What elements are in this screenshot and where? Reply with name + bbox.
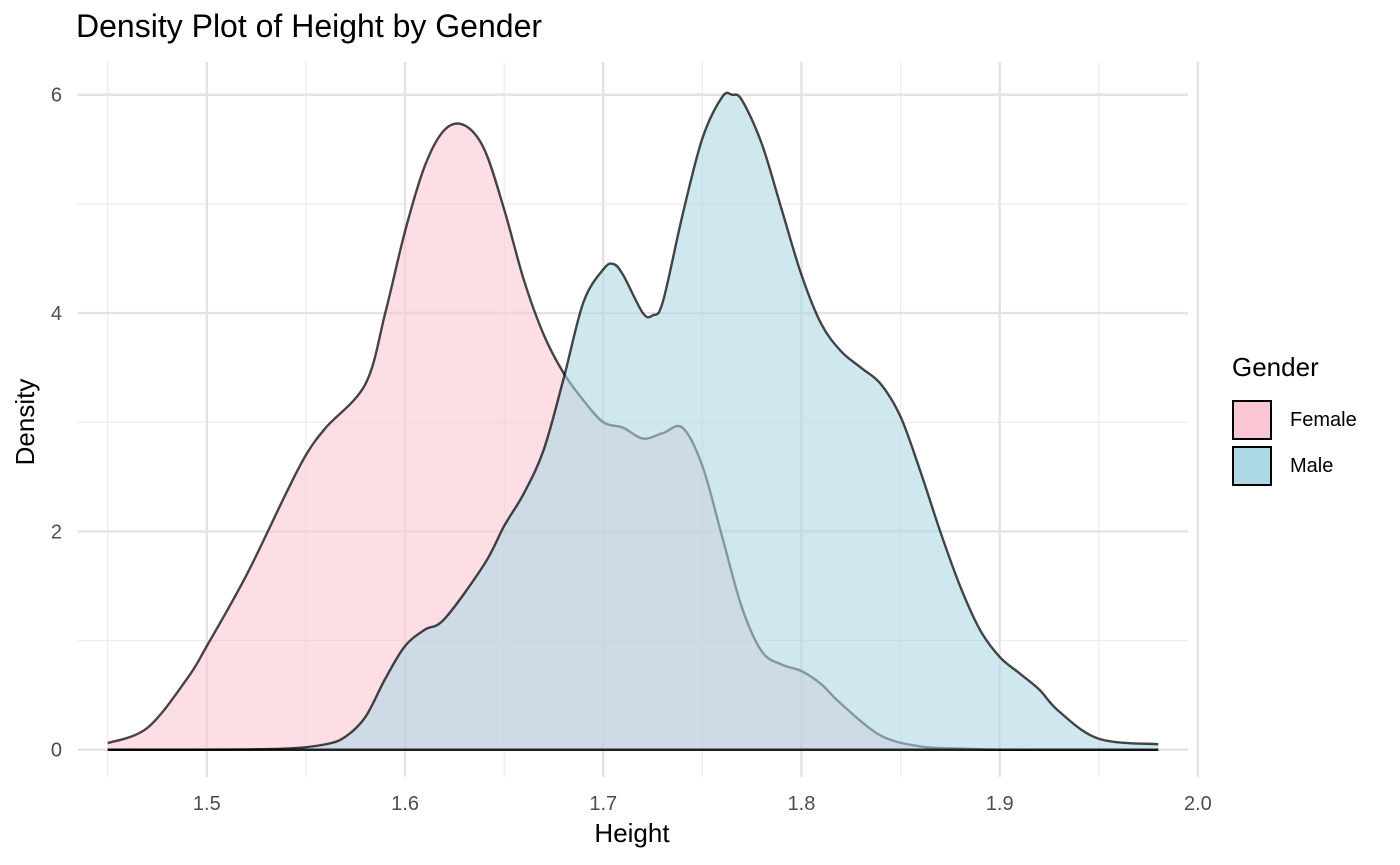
x-tick-label-1: 1.6	[391, 793, 419, 815]
legend-item-female: Female	[1232, 397, 1357, 443]
y-tick-label-3: 6	[51, 85, 62, 107]
legend-item-male: Male	[1232, 443, 1357, 489]
legend: Gender Female Male	[1232, 352, 1357, 489]
y-tick-label-2: 4	[51, 303, 62, 325]
legend-title: Gender	[1232, 352, 1319, 382]
x-tick-label-2: 1.7	[589, 793, 617, 815]
density-line-male	[107, 91, 1159, 751]
legend-label-female: Female	[1290, 408, 1357, 431]
x-tick-label-3: 1.8	[788, 793, 816, 815]
chart-title: Density Plot of Height by Gender	[76, 8, 543, 44]
y-tick-label-1: 2	[51, 521, 62, 543]
y-axis-title: Density	[10, 379, 40, 466]
x-tick-label-0: 1.5	[193, 793, 221, 815]
legend-key-female	[1232, 400, 1272, 440]
x-axis-ticks: 1.5 1.6 1.7 1.8 1.9 2.0	[193, 793, 1212, 815]
y-axis-ticks: 0 2 4 6	[51, 85, 62, 762]
x-axis-title: Height	[594, 818, 670, 848]
density-series	[107, 91, 1159, 751]
legend-label-male: Male	[1290, 454, 1334, 477]
y-tick-label-0: 0	[51, 740, 62, 762]
density-area-male	[107, 92, 1159, 750]
x-tick-label-4: 1.9	[986, 793, 1014, 815]
x-tick-label-5: 2.0	[1184, 793, 1212, 815]
legend-key-male	[1232, 446, 1272, 486]
